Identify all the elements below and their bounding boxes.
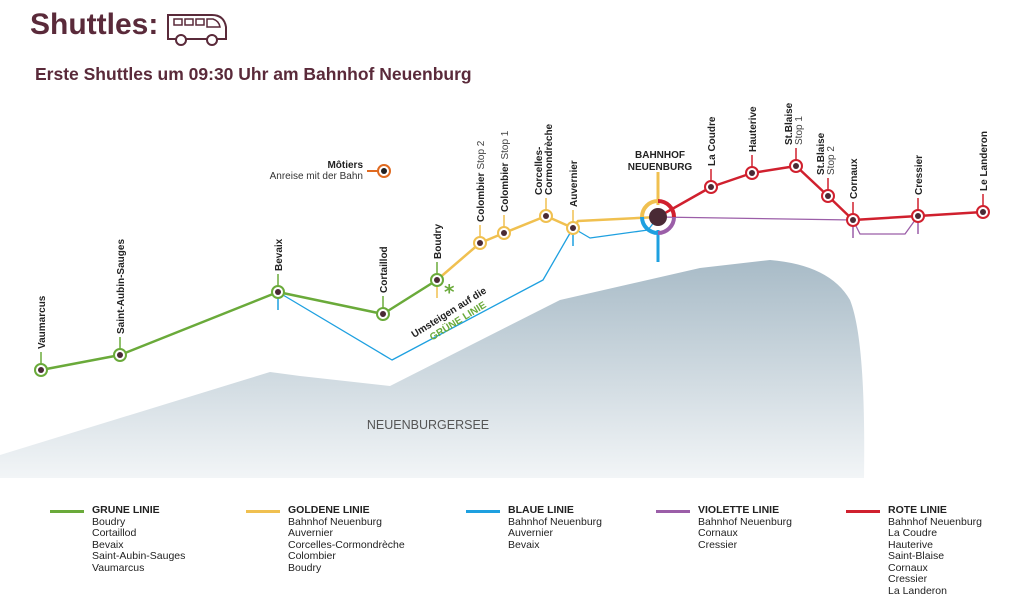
motiers-note: Anreise mit der Bahn xyxy=(270,171,363,182)
station-label: ColombierStop 1 xyxy=(500,130,511,212)
hub-label-1: BAHNHOF xyxy=(635,150,685,161)
route-line xyxy=(40,278,438,372)
station-label: Cortaillod xyxy=(379,246,390,293)
station-label: ColombierStop 2 xyxy=(476,140,487,222)
legend-stop: Bahnhof Neuenburg xyxy=(288,515,382,528)
legend-title: GRUNE LINIE xyxy=(92,504,160,516)
station-label: Saint-Aubin-Sauges xyxy=(116,239,127,334)
legend-swatch xyxy=(846,510,880,513)
legend-stop: Bevaix xyxy=(508,538,540,551)
legend-title: GOLDENE LINIE xyxy=(288,504,370,516)
legend-grune-linie: GRUNE LINIE Boudry Cortaillod Bevaix Saint-A… xyxy=(50,504,186,574)
legend-swatch xyxy=(656,510,690,513)
legend-title: ROTE LINIE xyxy=(888,504,947,516)
station-label: Corcelles-Cormondrèche xyxy=(534,123,555,195)
legend-stop: Cornaux xyxy=(698,527,738,539)
station-label: Boudry xyxy=(433,224,444,259)
route-line xyxy=(436,214,659,281)
motiers-name: Môtiers xyxy=(327,160,363,171)
legend-stop: Saint-Blaise xyxy=(888,550,945,562)
station-label: Cressier xyxy=(914,155,925,195)
station-label: Bevaix xyxy=(274,238,285,271)
legend-title: BLAUE LINIE xyxy=(508,504,574,516)
station-label: Auvernier xyxy=(569,160,580,207)
legend-stop: Cressier xyxy=(698,538,738,551)
legend-stop: La Landeron xyxy=(888,584,947,597)
lake-shape xyxy=(0,260,865,478)
legend-violette-linie: VIOLETTE LINIE Bahnhof Neuenburg Cornaux Cr… xyxy=(656,504,792,551)
legend-swatch xyxy=(246,510,280,513)
legend-blaue-linie: BLAUE LINIE Bahnhof Neuenburg Auvernier Bev… xyxy=(466,504,602,551)
lake-label: NEUENBURGERSEE xyxy=(367,418,489,432)
legend-stop: Auvernier xyxy=(508,527,553,539)
route-line xyxy=(657,164,984,222)
legend-stop: Auvernier xyxy=(288,527,333,539)
legend-stop: Bevaix xyxy=(92,538,124,551)
legend-rote-linie: ROTE LINIE Bahnhof Neuenburg La Coudre Haut… xyxy=(846,504,982,597)
legend-stop: Bahnhof Neuenburg xyxy=(698,515,792,528)
station-label: La Coudre xyxy=(707,116,718,166)
station-label: Cornaux xyxy=(849,158,860,199)
legend-swatch xyxy=(50,510,84,513)
subtitle: Erste Shuttles um 09:30 Uhr am Bahnhof N… xyxy=(35,64,472,84)
station-label: Hauterive xyxy=(748,106,759,152)
legend-stop: Cortaillod xyxy=(92,527,137,539)
legend-stop: Bahnhof Neuenburg xyxy=(508,515,602,528)
legend-stop: Cornaux xyxy=(888,561,928,574)
legend-stop: Vaumarcus xyxy=(92,561,145,574)
legend-stop: Boudry xyxy=(288,561,322,574)
transfer-mark: * xyxy=(444,280,455,304)
station-label: Vaumarcus xyxy=(37,295,48,349)
station-label: St.BlaiseStop 1 xyxy=(784,102,805,145)
legend-stop: Colombier xyxy=(288,550,336,562)
legend-goldene-linie: GOLDENE LINIE Bahnhof Neuenburg Auvernier C… xyxy=(246,504,405,574)
station-label: St.BlaiseStop 2 xyxy=(816,132,837,175)
legend-swatch xyxy=(466,510,500,513)
shuttle-network-map: NEUENBURGERSEE Vaumarcus Saint-Aubin-Saug… xyxy=(0,102,990,478)
legend-stop: Hauterive xyxy=(888,538,933,551)
page-title: Shuttles: xyxy=(30,8,159,41)
station-label: Le Landeron xyxy=(979,131,990,191)
legend-stop: Bahnhof Neuenburg xyxy=(888,515,982,528)
legend-stop: Corcelles-Cormondrèche xyxy=(288,538,405,551)
legend-stop: Boudry xyxy=(92,515,126,528)
bus-icon xyxy=(167,14,227,46)
legend-title: VIOLETTE LINIE xyxy=(698,504,780,516)
route-line xyxy=(657,215,919,235)
hub-station-bahnhof-neuenburg xyxy=(649,208,667,226)
legend-stop: Saint-Aubin-Sauges xyxy=(92,550,186,562)
hub-label-2: NEUENBURG xyxy=(628,162,693,173)
legend-stop: Cressier xyxy=(888,573,928,585)
legend-stop: La Coudre xyxy=(888,527,938,539)
